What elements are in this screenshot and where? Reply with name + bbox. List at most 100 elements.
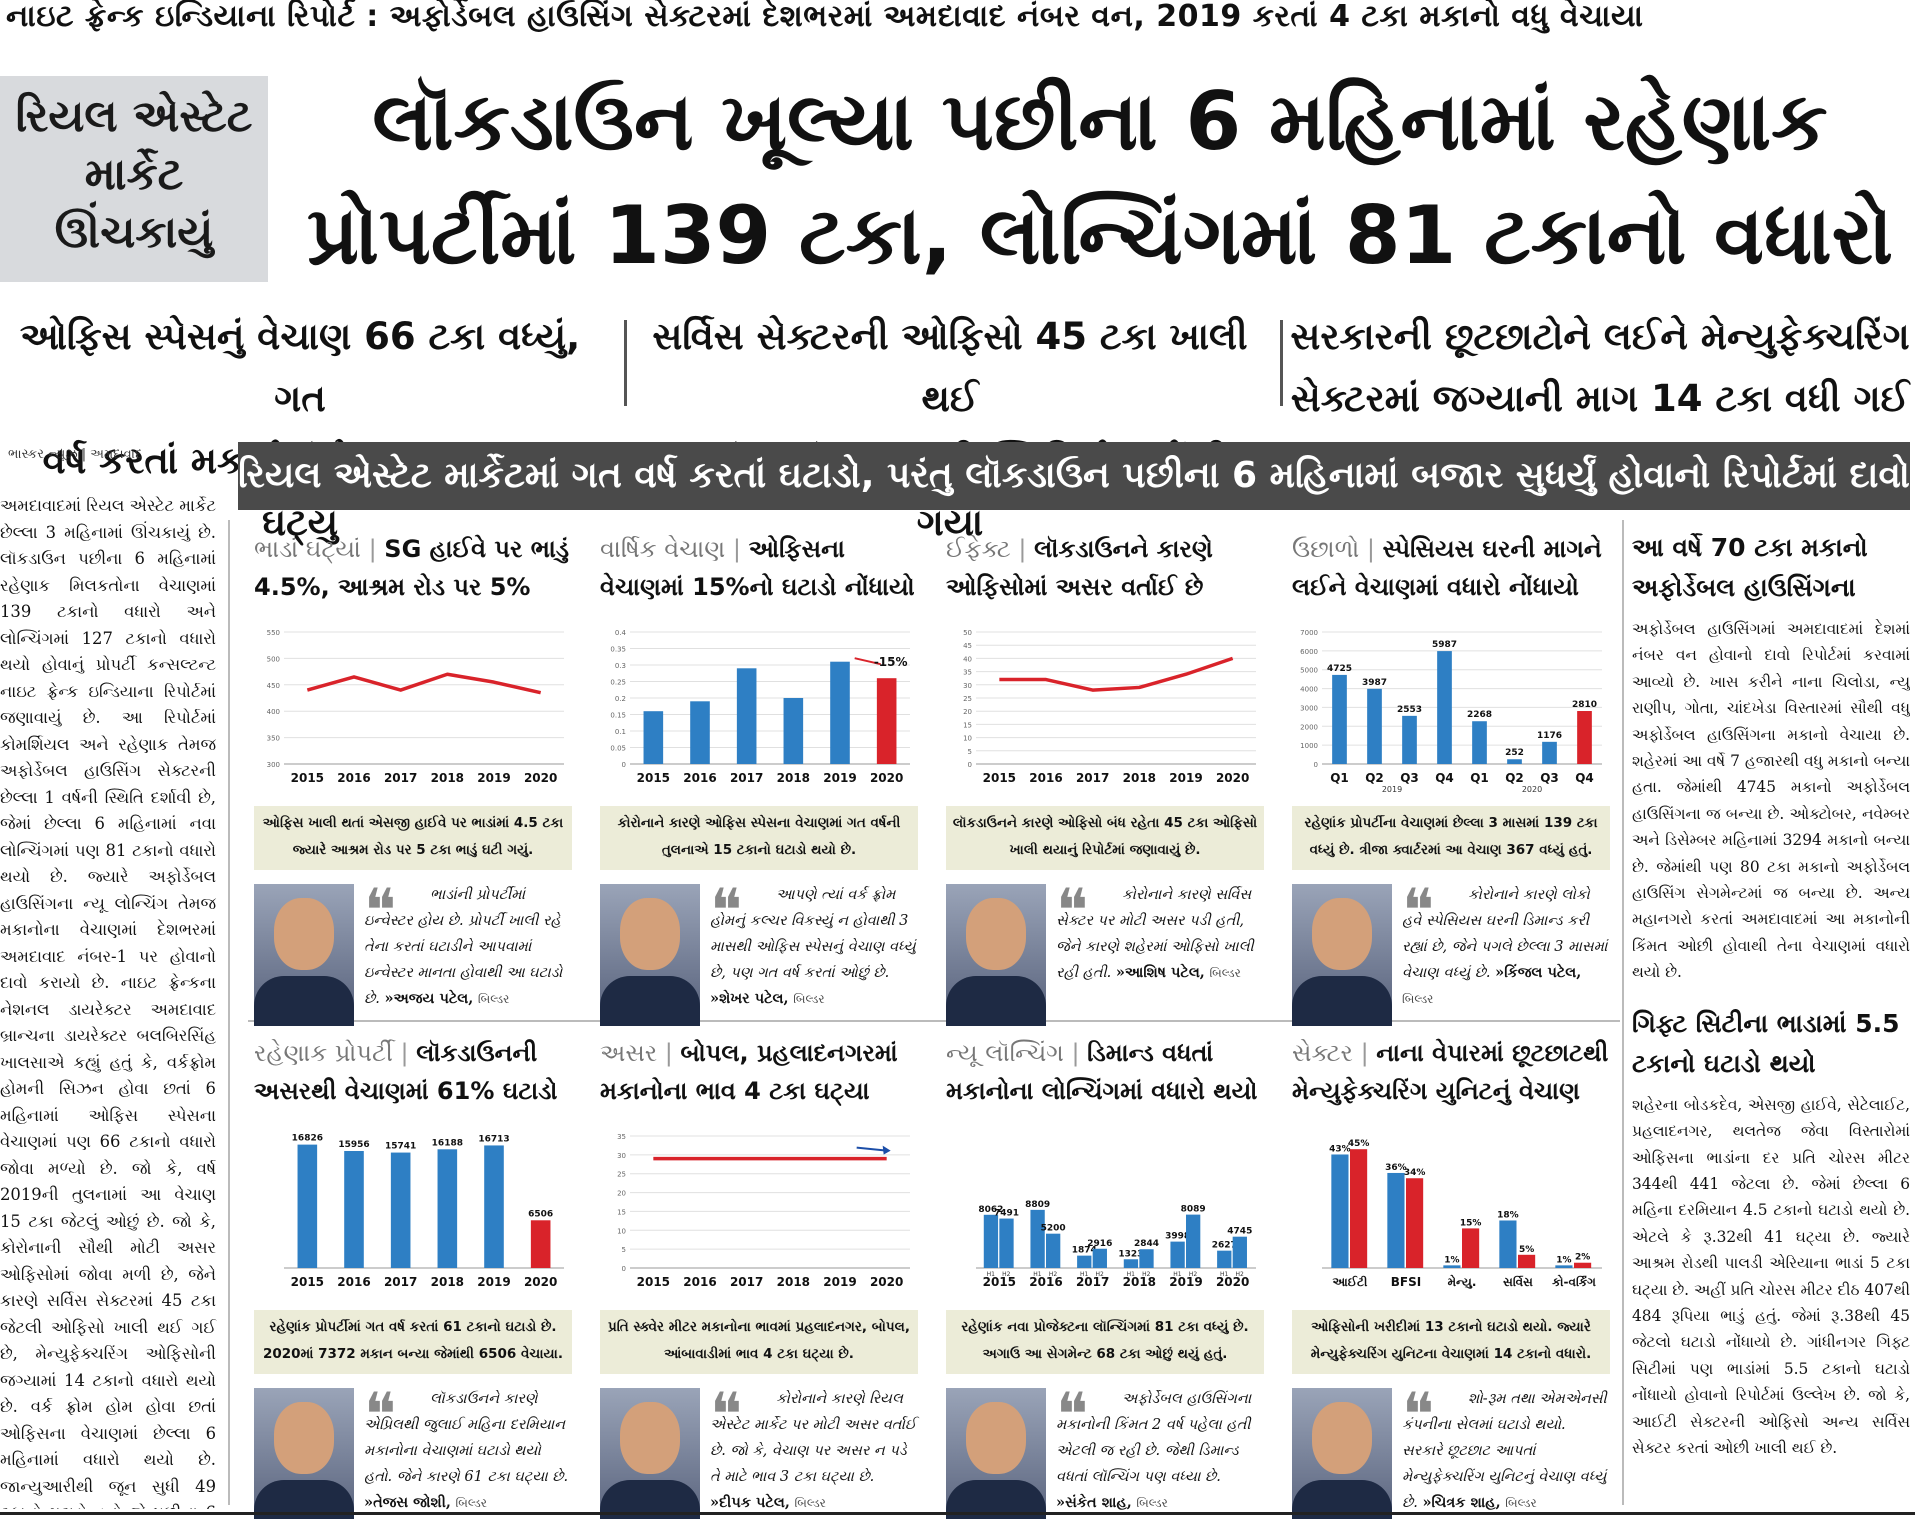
panel-title: ઉછાળો | સ્પેસિયસ ઘરની માગને લઈને વેચાણમા… xyxy=(1292,530,1610,610)
infographic-panel: સેક્ટર | નાના વેપારમાં છૂટછાટથી મેન્યુફે… xyxy=(1292,1034,1610,1519)
sub-category-label: H2 xyxy=(1235,1271,1244,1278)
quote-author: »દીપક પટેલ, xyxy=(710,1494,790,1511)
y-tick-label: 300 xyxy=(267,761,280,769)
y-tick-label: 20 xyxy=(963,708,972,716)
y-tick-label: 0 xyxy=(622,1265,626,1273)
quote-author: »આશિષ પટેલ, xyxy=(1115,964,1205,981)
data-label: 5987 xyxy=(1432,640,1457,650)
quote-author: »શેખર પટેલ, xyxy=(710,990,789,1007)
data-label: 34% xyxy=(1404,1168,1426,1178)
y-tick-label: 25 xyxy=(963,695,972,703)
bar xyxy=(1030,1209,1045,1268)
right-heading-2: ગિફ્ટ સિટીના ભાડામાં 5.5 ટકાનો ઘટાડો થયો xyxy=(1632,1008,1900,1078)
chart-svg: 0 0.05 0.1 0.15 0.2 0.25 0.3 0.35 0.4 2015 2016 201… xyxy=(610,629,910,785)
x-tick-label: 2017 xyxy=(384,1275,417,1289)
bar xyxy=(1499,1220,1517,1268)
builder-portrait xyxy=(254,1388,354,1519)
panel-headline: લૉકડાઉનને કારણે ઓફિસોમાં અસર વર્તાઈ છે xyxy=(946,535,1213,601)
quote-text: કોરોનાને કારણે લોકો હવે સ્પેસિયસ ઘરની ડિ… xyxy=(1402,887,1608,981)
bar xyxy=(1406,1178,1424,1268)
subhead-1-line1: ઓફિસ સ્પેસનું વેચાણ 66 ટકા વધ્યું, ગત xyxy=(19,315,581,420)
y-tick-label: 0.35 xyxy=(610,646,626,654)
quote-mark-icon: ❝ xyxy=(1402,876,1435,946)
portrait-shirt xyxy=(254,976,354,1026)
quote-text: અફોર્ડેબલ હાઉસિંગના મકાનોની કિંમત 2 વર્ષ… xyxy=(1056,1391,1252,1485)
data-label: 5% xyxy=(1519,1245,1534,1255)
kicker-box xyxy=(0,76,268,282)
data-label: 2268 xyxy=(1467,710,1492,720)
main-headline-line2: પ્રોપર્ટીમાં 139 ટકા, લોન્ચિંગમાં 81 ટકા… xyxy=(307,189,1893,282)
x-tick-label: 2016 xyxy=(683,771,716,785)
right-body-2: શહેરના બોડકદેવ, એસજી હાઈવે, સેટેલાઈટ, પ્… xyxy=(1632,1095,1910,1457)
portrait-face xyxy=(966,898,1026,970)
x-tick-label: 2015 xyxy=(983,771,1016,785)
line-series xyxy=(999,656,1234,692)
subhead-2-line1: સર્વિસ સેક્ટરની ઓફિસો 45 ટકા ખાલી થઈ xyxy=(652,315,1248,420)
x-tick-label: કો-વર્કિંગ xyxy=(1552,1274,1596,1289)
panel-tag: સેક્ટર xyxy=(1292,1039,1353,1067)
quote-mark-icon: ❝ xyxy=(364,1380,397,1450)
panel-caption: રહેણાંક પ્રોપર્ટીમાં ગત વર્ષ કરતાં 61 ટક… xyxy=(254,1310,572,1374)
y-tick-label: 0.3 xyxy=(615,662,626,670)
builder-portrait xyxy=(946,1388,1046,1519)
x-tick-label: 2018 xyxy=(431,771,464,785)
y-tick-label: 35 xyxy=(963,669,972,677)
x-tick-label: 2018 xyxy=(777,771,810,785)
data-label: 2% xyxy=(1575,1253,1590,1263)
bar xyxy=(1555,1265,1573,1268)
builder-quote: કોરોનાને કારણે લોકો હવે સ્પેસિયસ ઘરની ડિ… xyxy=(1402,882,1610,1012)
y-tick-label: 0 xyxy=(622,761,626,769)
panel-title: ઈફેક્ટ | લૉકડાઉનને કારણે ઓફિસોમાં અસર વર… xyxy=(946,530,1264,610)
panel-chart: 300 350 400 450 500 550 2015 2016 2017 2018 2019 20… xyxy=(254,618,572,794)
quote-author-role: બિલ્ડર xyxy=(1402,992,1434,1006)
panel-chart: આઈટી BFSI મેન્યુ. સર્વિસ કો-વર્કિંગ 43% 36% 1% 1… xyxy=(1292,1122,1610,1298)
quote-mark-icon: ❝ xyxy=(710,876,743,946)
quote-text: લૉકડાઉનને કારણે એપ્રિલથી જુલાઈ મહિના દરમ… xyxy=(364,1391,569,1485)
data-label: 16826 xyxy=(292,1134,323,1144)
quote-text: આપણે ત્યાં વર્ક ફ્રોમ હોમનું કલ્ચર વિકસ્… xyxy=(710,887,916,981)
quote-author: »કિંજલ પટેલ, xyxy=(1495,964,1582,981)
banner-headline: રિયલ એસ્ટેટ માર્કેટમાં ગત વર્ષ કરતાં ઘટા… xyxy=(238,442,1910,510)
portrait-face xyxy=(620,898,680,970)
data-label: 7491 xyxy=(994,1209,1019,1219)
x-tick-label: BFSI xyxy=(1391,1275,1421,1289)
x-tick-label: 2020 xyxy=(1216,771,1249,785)
y-tick-label: 0.05 xyxy=(610,745,626,753)
chart-svg: આઈટી BFSI મેન્યુ. સર્વિસ કો-વર્કિંગ 43% 36% 1% 1… xyxy=(1322,1139,1602,1290)
x-tick-label: Q1 xyxy=(1330,771,1349,785)
portrait-face xyxy=(1312,1402,1372,1474)
infographic-panel: ભાડાં ઘટ્યાં | SG હાઈવે પર ભાડું 4.5%, આ… xyxy=(254,530,572,1030)
bar xyxy=(1507,759,1522,764)
x-tick-label: 2015 xyxy=(637,1275,670,1289)
top-strip-headline: નાઇટ ફ્રેન્ક ઇન્ડિયાના રિપોર્ટ : અફોર્ડે… xyxy=(6,0,1644,34)
builder-quote: કોરોનાને કારણે રિયલ એસ્ટેટ માર્કેટ પર મો… xyxy=(710,1386,918,1516)
infographic-panel: ન્યૂ લૉન્ચિંગ | ડિમાન્ડ વધતાં મકાનોના લો… xyxy=(946,1034,1264,1519)
x-tick-label: 2015 xyxy=(983,1275,1016,1289)
right-heading-1: આ વર્ષે 70 ટકા મકાનો અફોર્ડેબલ હાઉસિંગના xyxy=(1632,533,1868,602)
data-label: 2810 xyxy=(1572,700,1597,710)
bar xyxy=(1232,1236,1247,1268)
x-tick-label: મેન્યુ. xyxy=(1448,1274,1477,1290)
panel-caption: કોરોનાને કારણે ઓફિસ સ્પેસના વેચાણમાં ગત … xyxy=(600,806,918,870)
quote-mark-icon: ❝ xyxy=(364,876,397,946)
infographic-panel: અસર | બોપલ, પ્રહલાદનગરમાં મકાનોના ભાવ 4 … xyxy=(600,1034,918,1519)
panel-tag: ન્યૂ લૉન્ચિંગ xyxy=(946,1039,1064,1067)
bar xyxy=(736,668,757,764)
y-tick-label: 30 xyxy=(617,1152,626,1160)
panel-caption: લૉકડાઉનને કારણે ઓફિસો બંધ રહેતા 45 ટકા ઓ… xyxy=(946,806,1264,870)
x-tick-label: 2019 xyxy=(1169,1275,1202,1289)
x-tick-label: 2018 xyxy=(431,1275,464,1289)
data-label: 1% xyxy=(1444,1255,1459,1265)
y-tick-label: 0.4 xyxy=(615,629,627,637)
panel-caption: પ્રતિ સ્ક્વેર મીટર મકાનોના ભાવમાં પ્રહલા… xyxy=(600,1310,918,1374)
subhead-divider xyxy=(1280,320,1283,406)
y-tick-label: 25 xyxy=(617,1171,626,1179)
y-tick-label: 15 xyxy=(617,1208,626,1216)
subhead-3: સરકારની છૂટછાટોને લઈને મેન્યુફેક્ચરિંગ સ… xyxy=(1290,306,1910,436)
panel-tag-separator: | xyxy=(392,1039,417,1067)
x-tick-label: Q2 xyxy=(1505,771,1524,785)
panel-title: ન્યૂ લૉન્ચિંગ | ડિમાન્ડ વધતાં મકાનોના લો… xyxy=(946,1034,1264,1114)
bar xyxy=(1402,715,1417,764)
quote-author: »ચિત્રક શાહ, xyxy=(1422,1494,1501,1511)
sub-category-label: H2 xyxy=(1095,1271,1104,1278)
